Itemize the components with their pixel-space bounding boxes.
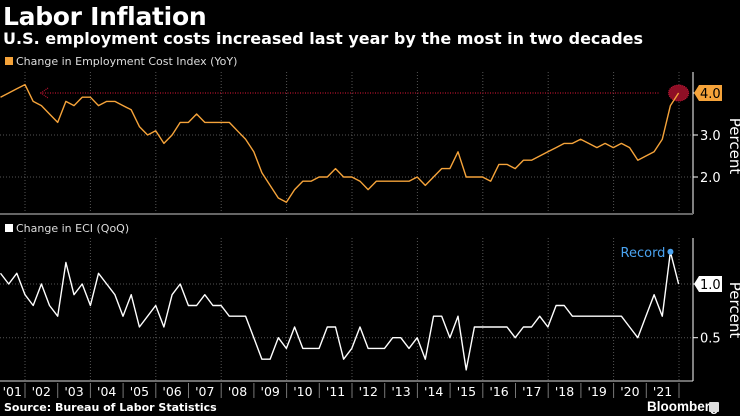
x-tick-label: '17 — [522, 384, 541, 399]
chart-title: Labor Inflation — [3, 2, 207, 31]
x-tick-label: '09 — [261, 384, 280, 399]
x-tick-label: '12 — [359, 384, 378, 399]
record-marker — [667, 248, 674, 255]
x-tick-label: '21 — [653, 384, 672, 399]
x-tick-label: '01 — [3, 384, 22, 399]
x-tick-label: '20 — [620, 384, 639, 399]
x-tick-label: '18 — [555, 384, 574, 399]
legend-swatch-qoq — [5, 224, 13, 232]
x-tick-label: '15 — [457, 384, 476, 399]
bloomberg-logo: Bloomberg — [647, 399, 719, 414]
series-line-qoq — [0, 251, 680, 371]
y-label-top: Percent — [726, 118, 740, 175]
x-tick-label: '19 — [588, 384, 607, 399]
y-label-bottom: Percent — [726, 282, 740, 339]
y-tick-label: 0.5 — [700, 332, 721, 347]
x-tick-label: '02 — [32, 384, 51, 399]
last-value-label: 4.0 — [700, 87, 721, 102]
x-tick-label: '14 — [424, 384, 443, 399]
last-value-tag — [694, 85, 722, 101]
chart-subtitle: U.S. employment costs increased last yea… — [3, 29, 644, 48]
x-tick-label: '11 — [326, 384, 345, 399]
source-note: Source: Bureau of Labor Statistics — [4, 401, 217, 414]
last-value-tag — [694, 276, 722, 292]
x-tick-label: '08 — [228, 384, 247, 399]
legend-label-qoq: Change in ECI (QoQ) — [16, 222, 130, 235]
highlight-circle — [668, 84, 690, 102]
arrow-head-icon — [39, 87, 49, 99]
record-annotation: Record — [621, 246, 666, 261]
bloomberg-chart-icon — [709, 402, 719, 412]
legend-qoq: Change in ECI (QoQ) — [5, 222, 129, 235]
x-tick-label: '03 — [64, 384, 83, 399]
legend-swatch-yoy — [5, 57, 13, 65]
last-value-label: 1.0 — [700, 278, 721, 293]
legend-yoy: Change in Employment Cost Index (YoY) — [5, 55, 237, 68]
series-line-yoy — [0, 83, 680, 203]
x-tick-label: '07 — [195, 384, 214, 399]
x-tick-label: '05 — [130, 384, 149, 399]
y-tick-label: 2.0 — [700, 171, 721, 186]
x-tick-label: '04 — [97, 384, 116, 399]
legend-label-yoy: Change in Employment Cost Index (YoY) — [16, 55, 238, 68]
y-tick-label: 3.0 — [700, 129, 721, 144]
x-tick-label: '06 — [162, 384, 181, 399]
x-tick-label: '10 — [293, 384, 312, 399]
x-tick-label: '13 — [391, 384, 410, 399]
x-tick-label: '16 — [489, 384, 508, 399]
